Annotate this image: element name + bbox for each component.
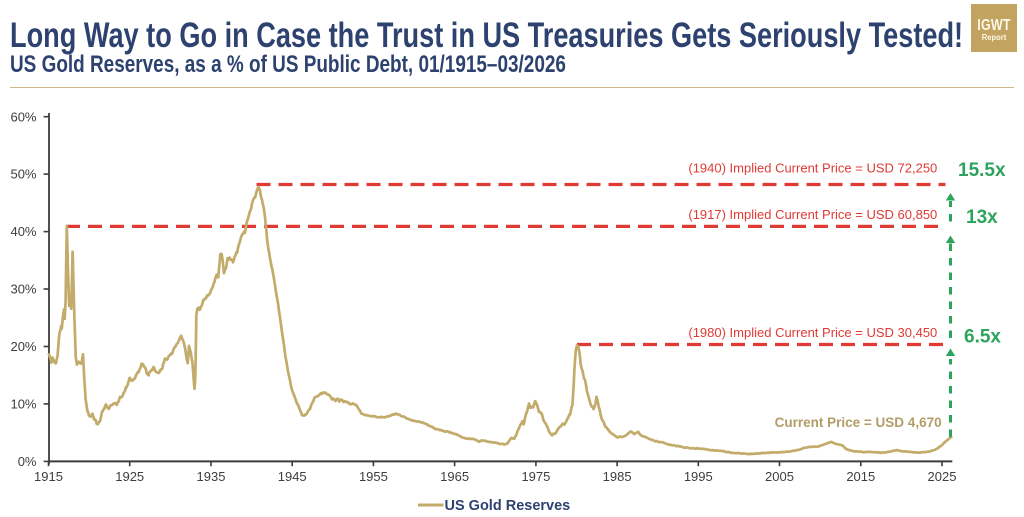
svg-text:US Gold Reserves: US Gold Reserves xyxy=(445,498,571,514)
svg-text:2015: 2015 xyxy=(846,469,875,484)
svg-text:50%: 50% xyxy=(10,167,36,182)
svg-text:1925: 1925 xyxy=(115,469,144,484)
svg-text:(1917) Implied Current Price =: (1917) Implied Current Price = USD 60,85… xyxy=(688,207,937,222)
svg-text:Current Price = USD 4,670: Current Price = USD 4,670 xyxy=(775,415,942,430)
svg-text:0%: 0% xyxy=(18,454,37,469)
svg-text:1945: 1945 xyxy=(278,469,307,484)
svg-text:1965: 1965 xyxy=(440,469,469,484)
svg-text:1985: 1985 xyxy=(603,469,632,484)
svg-text:20%: 20% xyxy=(10,339,36,354)
svg-text:1995: 1995 xyxy=(684,469,713,484)
svg-text:6.5x: 6.5x xyxy=(964,327,1001,348)
svg-text:1935: 1935 xyxy=(197,469,226,484)
svg-text:60%: 60% xyxy=(10,109,36,124)
svg-text:(1980) Implied Current Price =: (1980) Implied Current Price = USD 30,45… xyxy=(688,325,937,340)
svg-text:1955: 1955 xyxy=(359,469,388,484)
svg-text:40%: 40% xyxy=(10,224,36,239)
svg-text:1915: 1915 xyxy=(34,469,63,484)
svg-text:30%: 30% xyxy=(10,282,36,297)
svg-text:10%: 10% xyxy=(10,397,36,412)
svg-text:2025: 2025 xyxy=(928,469,957,484)
svg-text:(1940) Implied Current Price =: (1940) Implied Current Price = USD 72,25… xyxy=(688,161,937,176)
svg-text:15.5x: 15.5x xyxy=(958,160,1006,181)
svg-text:1975: 1975 xyxy=(521,469,550,484)
svg-text:13x: 13x xyxy=(966,207,998,228)
svg-text:2005: 2005 xyxy=(765,469,794,484)
